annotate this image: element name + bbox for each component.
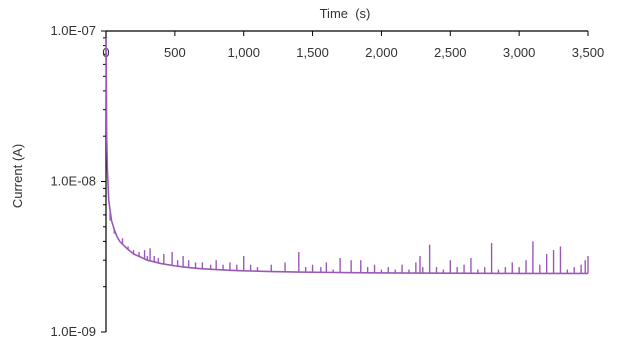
y-tick-label: 1.0E-08 [50,174,96,189]
x-tick-label: 1,500 [296,45,329,60]
y-axis-title: Current (A) [10,144,25,208]
x-tick-label: 500 [164,45,186,60]
x-tick-label: 1,000 [227,45,260,60]
y-tick-label: 1.0E-07 [50,23,96,38]
plot-area: 1.0E-091.0E-081.0E-070 500 1,000 1,500 2,000… [50,23,604,339]
x-tick-label: 3,500 [572,45,605,60]
x-tick-label: 3,000 [503,45,536,60]
series-line [105,37,588,275]
x-axis-title: Time (s) [320,6,371,21]
x-tick-label: 2,000 [365,45,398,60]
y-tick-label: 1.0E-09 [50,324,96,339]
x-tick-label: 2,500 [434,45,467,60]
